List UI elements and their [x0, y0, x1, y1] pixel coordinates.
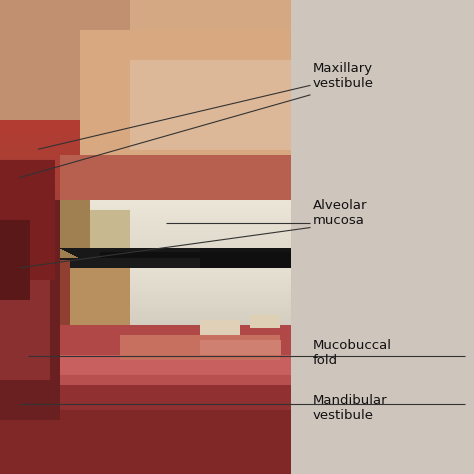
- Text: Mandibular
vestibule: Mandibular vestibule: [313, 393, 387, 422]
- Text: Maxillary
vestibule: Maxillary vestibule: [313, 62, 374, 90]
- Text: Mucobuccal
fold: Mucobuccal fold: [313, 339, 392, 367]
- Text: Alveolar
mucosa: Alveolar mucosa: [313, 199, 367, 228]
- Bar: [292, 0, 474, 474]
